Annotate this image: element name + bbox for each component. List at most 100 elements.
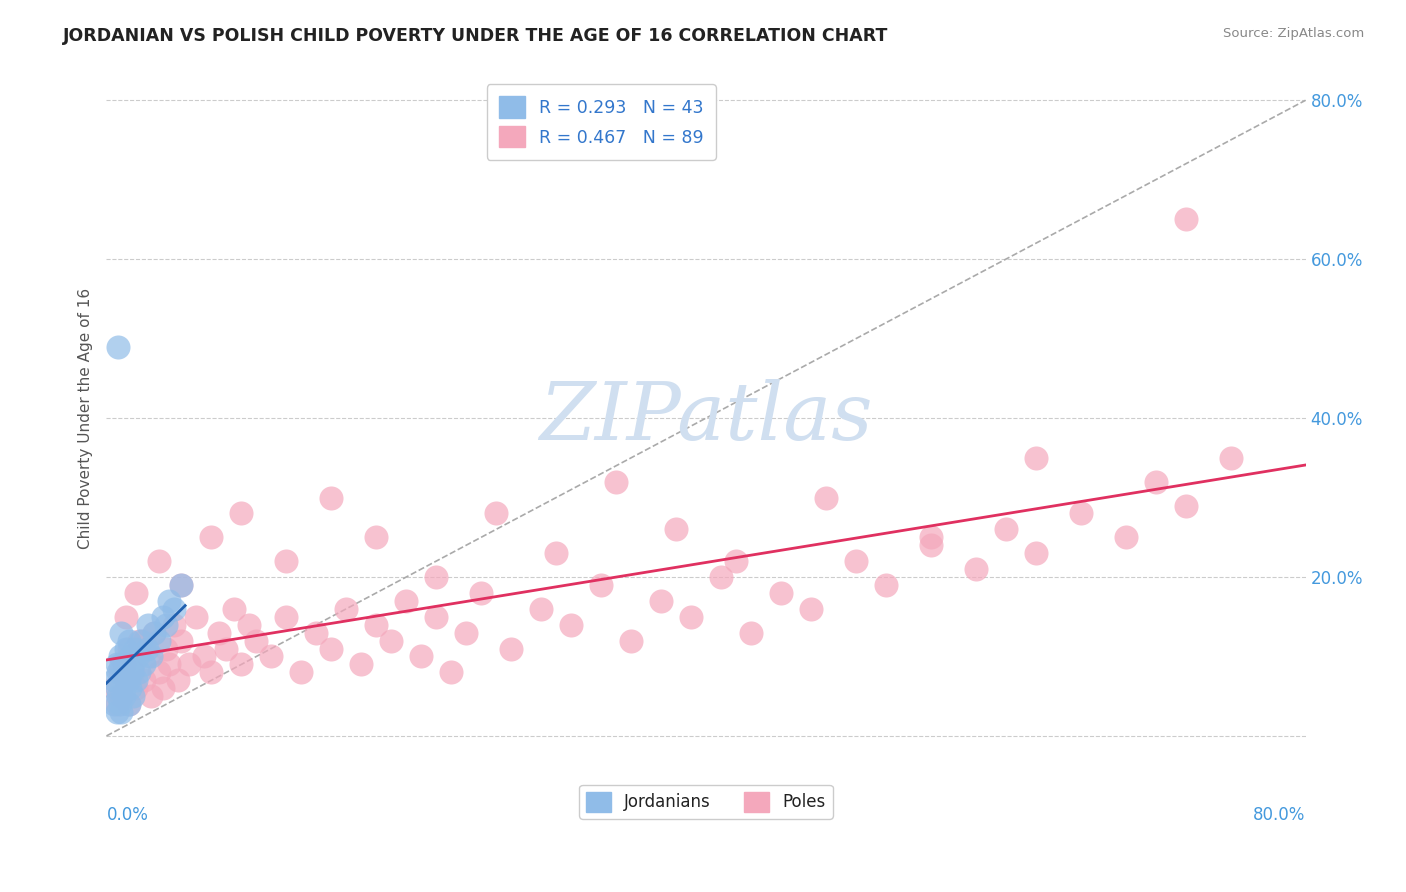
Point	[122, 657, 145, 672]
Point	[456, 625, 478, 640]
Point	[1174, 499, 1197, 513]
Point	[546, 546, 568, 560]
Point	[231, 657, 253, 672]
Point	[193, 649, 215, 664]
Point	[122, 665, 145, 680]
Point	[105, 681, 128, 696]
Point	[245, 633, 267, 648]
Point	[152, 681, 174, 696]
Point	[920, 538, 942, 552]
Point	[591, 578, 613, 592]
Point	[366, 617, 388, 632]
Point	[425, 570, 447, 584]
Point	[186, 609, 208, 624]
Point	[115, 641, 138, 656]
Point	[141, 689, 163, 703]
Point	[321, 641, 343, 656]
Point	[769, 586, 792, 600]
Point	[110, 689, 132, 703]
Point	[103, 697, 125, 711]
Point	[141, 649, 163, 664]
Point	[107, 665, 129, 680]
Point	[335, 602, 357, 616]
Point	[605, 475, 627, 489]
Point	[560, 617, 582, 632]
Point	[485, 507, 508, 521]
Point	[152, 609, 174, 624]
Point	[118, 633, 141, 648]
Point	[650, 594, 672, 608]
Point	[1144, 475, 1167, 489]
Point	[155, 641, 177, 656]
Point	[138, 617, 160, 632]
Point	[128, 665, 150, 680]
Point	[1025, 450, 1047, 465]
Point	[305, 625, 328, 640]
Point	[470, 586, 492, 600]
Point	[395, 594, 418, 608]
Point	[1219, 450, 1241, 465]
Point	[118, 641, 141, 656]
Point	[425, 609, 447, 624]
Point	[222, 602, 245, 616]
Point	[122, 689, 145, 703]
Point	[260, 649, 283, 664]
Point	[138, 649, 160, 664]
Point	[128, 633, 150, 648]
Point	[238, 617, 260, 632]
Point	[129, 633, 152, 648]
Point	[366, 530, 388, 544]
Point	[440, 665, 463, 680]
Text: 80.0%: 80.0%	[1253, 806, 1306, 824]
Point	[118, 673, 141, 688]
Point	[125, 681, 148, 696]
Point	[143, 625, 166, 640]
Point	[276, 609, 298, 624]
Point	[208, 625, 231, 640]
Point	[1070, 507, 1092, 521]
Point	[115, 609, 138, 624]
Point	[136, 641, 159, 656]
Point	[108, 649, 131, 664]
Point	[155, 617, 177, 632]
Point	[163, 602, 186, 616]
Point	[710, 570, 733, 584]
Point	[143, 625, 166, 640]
Point	[814, 491, 837, 505]
Point	[115, 673, 138, 688]
Point	[1115, 530, 1137, 544]
Point	[120, 649, 142, 664]
Point	[380, 633, 402, 648]
Point	[620, 633, 643, 648]
Point	[200, 665, 222, 680]
Point	[1025, 546, 1047, 560]
Point	[276, 554, 298, 568]
Point	[114, 665, 136, 680]
Point	[157, 657, 180, 672]
Point	[105, 697, 128, 711]
Point	[110, 625, 132, 640]
Point	[148, 554, 170, 568]
Point	[290, 665, 312, 680]
Point	[132, 673, 155, 688]
Y-axis label: Child Poverty Under the Age of 16: Child Poverty Under the Age of 16	[79, 287, 93, 549]
Point	[120, 681, 142, 696]
Point	[114, 689, 136, 703]
Point	[107, 689, 129, 703]
Point	[170, 578, 193, 592]
Point	[1174, 212, 1197, 227]
Point	[118, 697, 141, 711]
Point	[103, 673, 125, 688]
Point	[132, 633, 155, 648]
Point	[110, 681, 132, 696]
Point	[132, 657, 155, 672]
Point	[965, 562, 987, 576]
Point	[530, 602, 553, 616]
Point	[163, 617, 186, 632]
Point	[350, 657, 373, 672]
Point	[994, 522, 1017, 536]
Point	[875, 578, 897, 592]
Text: ZIPatlas: ZIPatlas	[540, 379, 873, 457]
Point	[157, 594, 180, 608]
Point	[105, 705, 128, 719]
